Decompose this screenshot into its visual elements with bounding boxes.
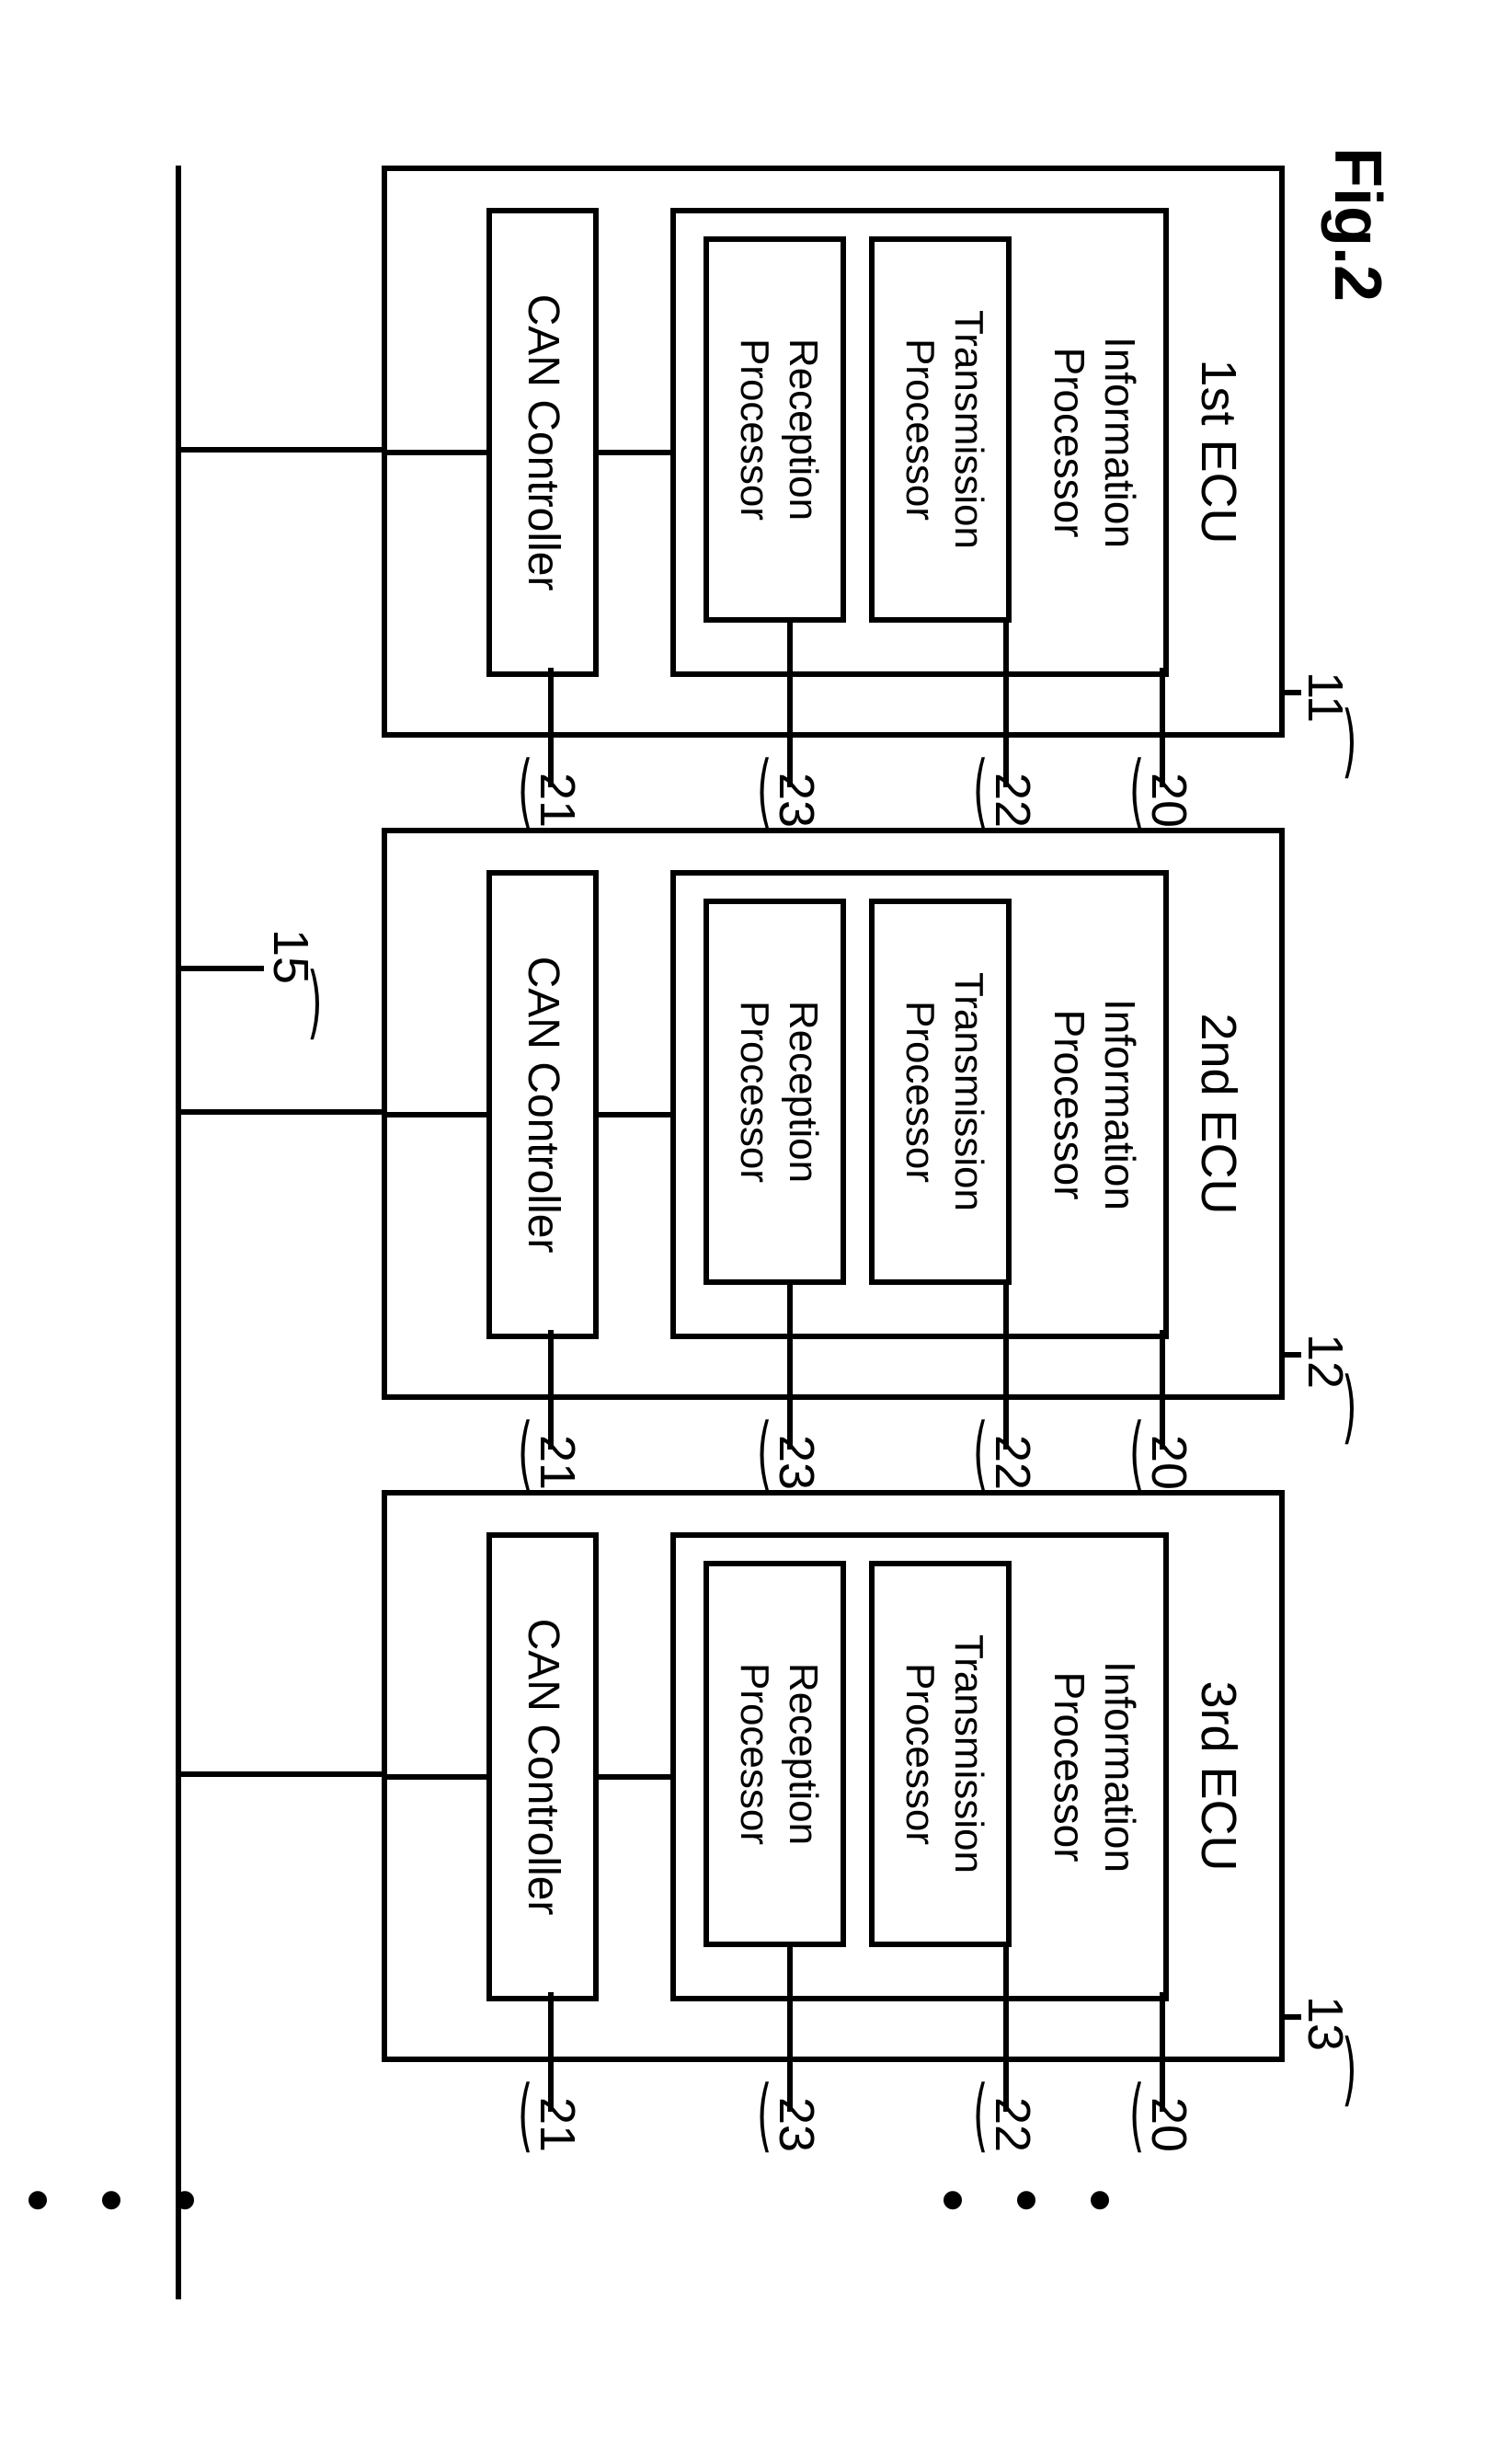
ecu-3-ref-lead	[1285, 2014, 1301, 2020]
ecu-1-internal-connector	[599, 450, 676, 455]
ecu-3-canctrl-ref: ‿21	[529, 2097, 586, 2152]
ecu-1-canctrl-ref: ‿21	[529, 773, 586, 828]
ecu-1-trans-processor: TransmissionProcessor	[869, 236, 1012, 623]
figure-label: Fig.2	[1320, 147, 1395, 302]
ecu-1-info-proc-label: InformationProcessor	[1044, 337, 1145, 548]
ecu-2-can-connector	[387, 1112, 492, 1117]
bus-ref-lead	[181, 966, 264, 971]
ecu-1-can-controller: CAN Controller	[486, 208, 599, 677]
figure-container: Fig.2 1st ECU InformationProcessor Trans…	[37, 37, 1450, 2427]
ecu-3-transproc-ref: ‿22	[984, 2097, 1041, 2152]
ecu-2-infoproc-lead	[1160, 1330, 1165, 1450]
ecu-2-recv-processor: ReceptionProcessor	[703, 899, 846, 1285]
ecu-1-title: 1st ECU	[1190, 359, 1247, 544]
ecu-3-transproc-lead	[1003, 1944, 1009, 2112]
ecu-1-recv-processor: ReceptionProcessor	[703, 236, 846, 623]
ecu-3-block: 3rd ECU InformationProcessor Transmissio…	[382, 1490, 1285, 2062]
ecu-2-info-processor: InformationProcessor TransmissionProcess…	[670, 870, 1169, 1339]
ecu-3-info-processor: InformationProcessor TransmissionProcess…	[670, 1532, 1169, 2001]
ecu-2-recvproc-lead	[787, 1282, 793, 1450]
ecu-2-info-proc-label: InformationProcessor	[1044, 999, 1145, 1210]
can-bus-line	[176, 166, 181, 2299]
ecu-1-infoproc-ref: ‿20	[1140, 773, 1197, 828]
ecu-1-block: 1st ECU InformationProcessor Transmissio…	[382, 166, 1285, 738]
ecu-2-title: 2nd ECU	[1190, 1013, 1247, 1214]
ecu-1-recvproc-ref: ‿23	[768, 773, 825, 828]
continuation-dots-bottom: • • •	[2, 2189, 223, 2299]
ecu-3-recv-processor: ReceptionProcessor	[703, 1561, 846, 1947]
continuation-dots-top: • • •	[917, 2189, 1138, 2299]
ecu-2-bus-connector	[181, 1109, 387, 1115]
ecu-3-can-controller: CAN Controller	[486, 1532, 599, 2001]
ecu-1-ref-lead	[1285, 690, 1301, 695]
ecu-3-internal-connector	[599, 1774, 676, 1780]
ecu-2-block: 2nd ECU InformationProcessor Transmissio…	[382, 828, 1285, 1400]
ecu-1-info-processor: InformationProcessor TransmissionProcess…	[670, 208, 1169, 677]
ecu-2-transproc-ref: ‿22	[984, 1435, 1041, 1490]
rotated-canvas: Fig.2 1st ECU InformationProcessor Trans…	[37, 37, 1450, 2427]
ecu-3-bus-connector	[181, 1771, 387, 1777]
ecu-2-ref-lead	[1285, 1352, 1301, 1358]
ecu-3-infoproc-ref: ‿20	[1140, 2097, 1197, 2152]
ecu-3-title: 3rd ECU	[1190, 1680, 1247, 1871]
ecu-2-internal-connector	[599, 1112, 676, 1117]
ecu-3-can-connector	[387, 1774, 492, 1780]
ecu-3-recvproc-lead	[787, 1944, 793, 2112]
ecu-1-canctrl-lead	[548, 668, 554, 787]
ecu-2-recvproc-ref: ‿23	[768, 1435, 825, 1490]
ecu-1-infoproc-lead	[1160, 668, 1165, 787]
ecu-1-transproc-lead	[1003, 620, 1009, 787]
ecu-3-trans-processor: TransmissionProcessor	[869, 1561, 1012, 1947]
ecu-2-canctrl-lead	[548, 1330, 554, 1450]
ecu-1-transproc-ref: ‿22	[984, 773, 1041, 828]
ecu-3-infoproc-lead	[1160, 1992, 1165, 2112]
ecu-2-infoproc-ref: ‿20	[1140, 1435, 1197, 1490]
ecu-2-canctrl-ref: ‿21	[529, 1435, 586, 1490]
ecu-1-can-connector	[387, 450, 492, 455]
ecu-1-recvproc-lead	[787, 620, 793, 787]
ecu-2-trans-processor: TransmissionProcessor	[869, 899, 1012, 1285]
ecu-3-recvproc-ref: ‿23	[768, 2097, 825, 2152]
bus-ref-label: 15⁀	[262, 929, 319, 984]
ecu-3-info-proc-label: InformationProcessor	[1044, 1661, 1145, 1873]
ecu-3-canctrl-lead	[548, 1992, 554, 2112]
ecu-1-ref: 11⁀	[1297, 671, 1354, 723]
ecu-2-ref: 12⁀	[1297, 1334, 1354, 1389]
diagram-area: 1st ECU InformationProcessor Transmissio…	[126, 166, 1285, 2299]
ecu-1-bus-connector	[181, 447, 387, 453]
ecu-2-can-controller: CAN Controller	[486, 870, 599, 1339]
ecu-2-transproc-lead	[1003, 1282, 1009, 1450]
ecu-3-ref: 13⁀	[1297, 1996, 1354, 2051]
